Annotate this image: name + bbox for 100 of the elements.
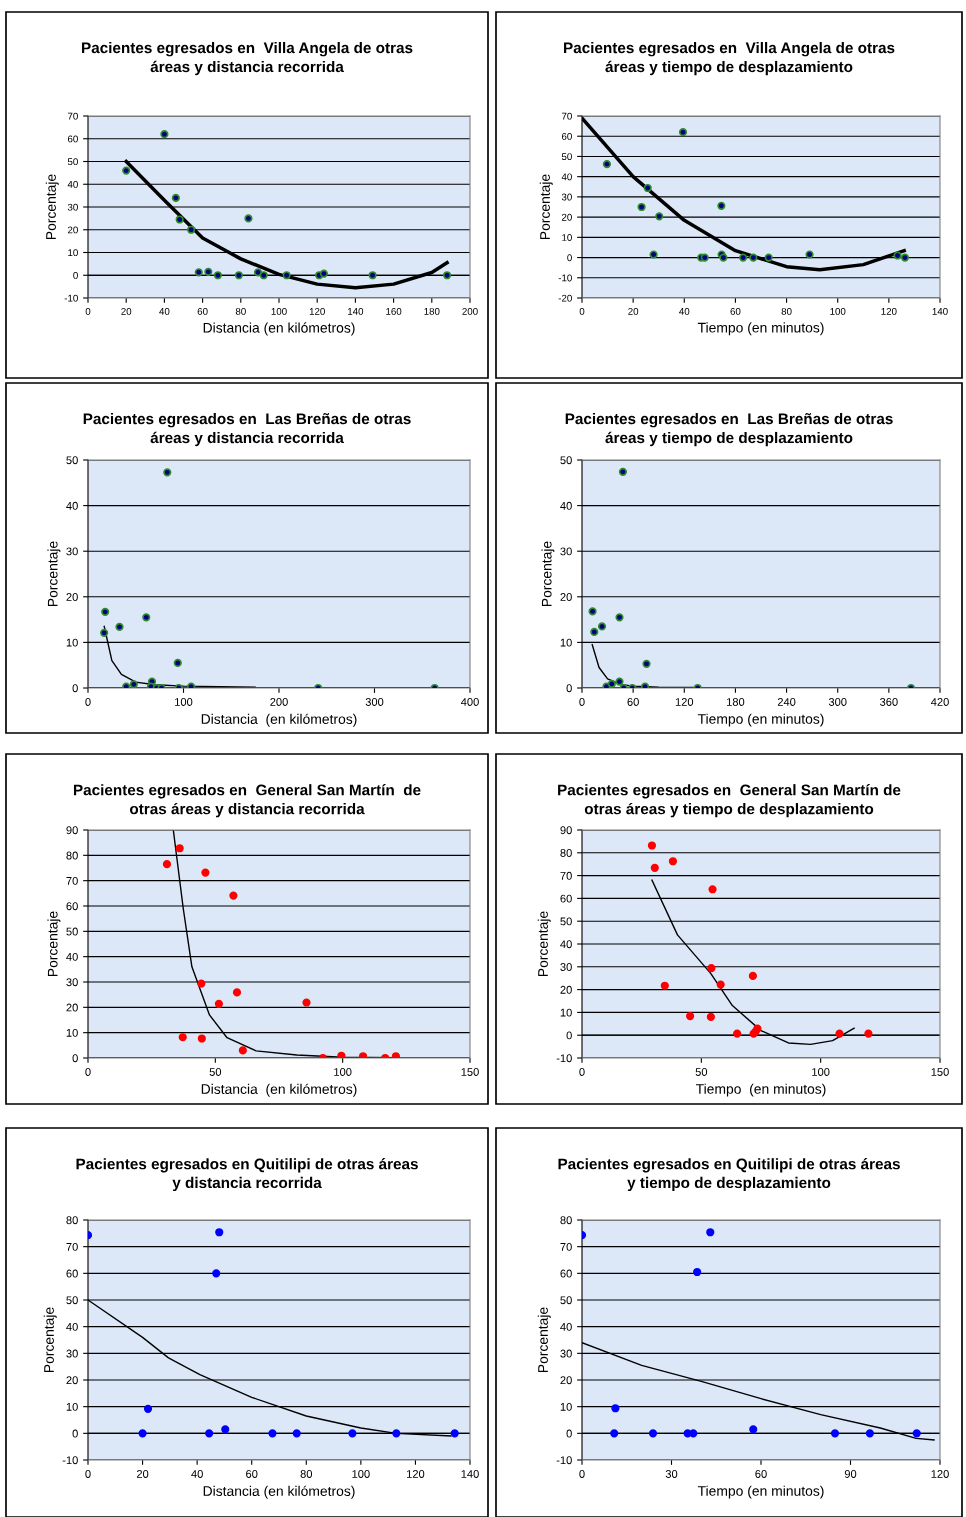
x-tick-label: 240 (777, 698, 796, 706)
y-tick-label: -10 (64, 294, 78, 302)
y-axis-title: Porcentaje (537, 911, 551, 977)
x-tick-label: 60 (627, 698, 639, 706)
y-tick-label: 20 (66, 1003, 78, 1012)
x-tick-label: 100 (830, 307, 846, 315)
y-tick-label: 80 (66, 1216, 78, 1225)
y-tick-label: 40 (66, 501, 78, 510)
y-axis-title: Porcentaje (537, 1307, 551, 1373)
y-tick-label: 20 (560, 985, 572, 994)
y-tick-label: 30 (560, 1349, 572, 1358)
x-axis-title: Tiempo (en minutos) (697, 1485, 824, 1499)
x-tick-label: 40 (191, 1470, 203, 1478)
y-tick-label: 50 (67, 158, 78, 166)
y-tick-label: 10 (560, 638, 572, 647)
y-tick-label: 80 (560, 1216, 572, 1225)
chart-title: Pacientes egresados en Las Breñas de otras áreas y tiempo de desplazamiento (565, 413, 893, 447)
x-tick-label: 20 (136, 1470, 149, 1478)
y-tick-label: 50 (66, 927, 78, 936)
x-tick-label: 50 (695, 1068, 708, 1076)
x-tick-label: 140 (461, 1470, 479, 1478)
y-tick-label: 60 (66, 902, 78, 911)
chart-title: Pacientes egresados en Quitilipi de otras áreas y tiempo de desplazamiento (558, 1158, 900, 1192)
y-tick-label: 50 (66, 456, 78, 465)
y-axis-title: Porcentaje (541, 541, 555, 607)
x-tick-label: 80 (781, 307, 792, 315)
y-tick-label: 60 (560, 894, 572, 903)
x-tick-label: 0 (85, 1470, 91, 1478)
x-tick-label: 180 (424, 307, 440, 315)
chart-title: Pacientes egresados en General San Martín de otras áreas y tiempo de desplazamiento (558, 784, 901, 818)
x-tick-label: 120 (881, 307, 897, 315)
x-tick-label: 80 (235, 307, 246, 315)
x-tick-label: 0 (85, 307, 91, 315)
y-tick-label: 50 (66, 1296, 78, 1305)
y-tick-label: 80 (66, 851, 78, 860)
x-tick-label: 120 (675, 698, 694, 706)
y-axis-title: Porcentaje (43, 1307, 57, 1373)
y-tick-label: 20 (560, 1376, 572, 1385)
y-tick-label: 50 (561, 153, 572, 161)
y-tick-label: 50 (560, 917, 572, 926)
y-tick-label: 10 (66, 638, 78, 647)
x-axis-title: Distancia (en kilómetros) (203, 322, 355, 336)
y-tick-label: 30 (66, 978, 78, 987)
x-tick-label: 100 (334, 1068, 352, 1076)
y-tick-label: -10 (556, 1054, 572, 1063)
x-tick-label: 20 (628, 307, 639, 315)
x-tick-label: 40 (159, 307, 170, 315)
x-tick-label: 0 (579, 1470, 585, 1478)
x-tick-label: 140 (348, 307, 364, 315)
y-tick-label: 10 (560, 1008, 572, 1017)
y-tick-label: -20 (558, 294, 572, 302)
y-tick-label: 30 (67, 203, 78, 211)
y-tick-label: 70 (560, 1242, 572, 1251)
x-tick-label: 140 (932, 307, 948, 315)
y-tick-label: 0 (566, 684, 572, 693)
x-tick-label: 0 (579, 698, 585, 706)
y-tick-label: 70 (561, 112, 572, 120)
y-tick-label: 40 (561, 173, 572, 181)
x-tick-label: 150 (461, 1068, 479, 1076)
x-tick-label: 80 (300, 1470, 313, 1478)
x-tick-label: 420 (930, 698, 949, 706)
y-axis-title: Porcentaje (45, 174, 59, 240)
y-tick-label: 90 (560, 826, 572, 835)
y-tick-label: 0 (72, 1429, 78, 1438)
y-tick-label: 40 (560, 940, 572, 949)
y-tick-label: 40 (560, 1322, 572, 1331)
y-tick-label: 60 (67, 135, 78, 143)
y-tick-label: 20 (561, 213, 572, 221)
y-tick-label: 40 (560, 501, 572, 510)
y-tick-label: 0 (566, 1429, 572, 1438)
y-tick-label: 50 (560, 456, 572, 465)
y-axis-title: Porcentaje (47, 911, 61, 977)
y-tick-label: 30 (560, 547, 572, 556)
x-tick-label: 300 (828, 698, 847, 706)
chart-title: Pacientes egresados en Villa Angela de otras áreas y distancia recorrida (82, 42, 413, 76)
y-tick-label: 40 (66, 952, 78, 961)
x-tick-label: 60 (755, 1470, 767, 1478)
y-tick-label: -10 (556, 1456, 572, 1465)
y-tick-label: 0 (567, 254, 572, 262)
x-tick-label: 400 (460, 698, 479, 706)
y-tick-label: 20 (67, 226, 78, 234)
x-tick-label: 120 (931, 1470, 949, 1478)
x-tick-label: 90 (844, 1470, 857, 1478)
x-tick-label: 0 (85, 698, 91, 706)
x-tick-label: 0 (579, 1068, 585, 1076)
x-tick-label: 0 (85, 1068, 91, 1076)
y-tick-label: -10 (62, 1456, 78, 1465)
chart-title: Pacientes egresados en Quitilipi de otras áreas y distancia recorrida (76, 1158, 418, 1192)
x-tick-label: 200 (270, 698, 288, 706)
y-tick-label: 70 (66, 1242, 78, 1251)
x-tick-label: 50 (209, 1068, 222, 1076)
y-tick-label: 60 (66, 1269, 78, 1278)
y-axis-title: Porcentaje (539, 174, 553, 240)
y-tick-label: 70 (67, 112, 78, 120)
x-tick-label: 120 (309, 307, 325, 315)
chart-title: Pacientes egresados en Las Breñas de otras áreas y distancia recorrida (83, 413, 411, 447)
x-tick-label: 160 (386, 307, 402, 315)
x-tick-label: 20 (121, 307, 132, 315)
y-tick-label: 0 (566, 1031, 572, 1040)
y-tick-label: 50 (560, 1296, 572, 1305)
